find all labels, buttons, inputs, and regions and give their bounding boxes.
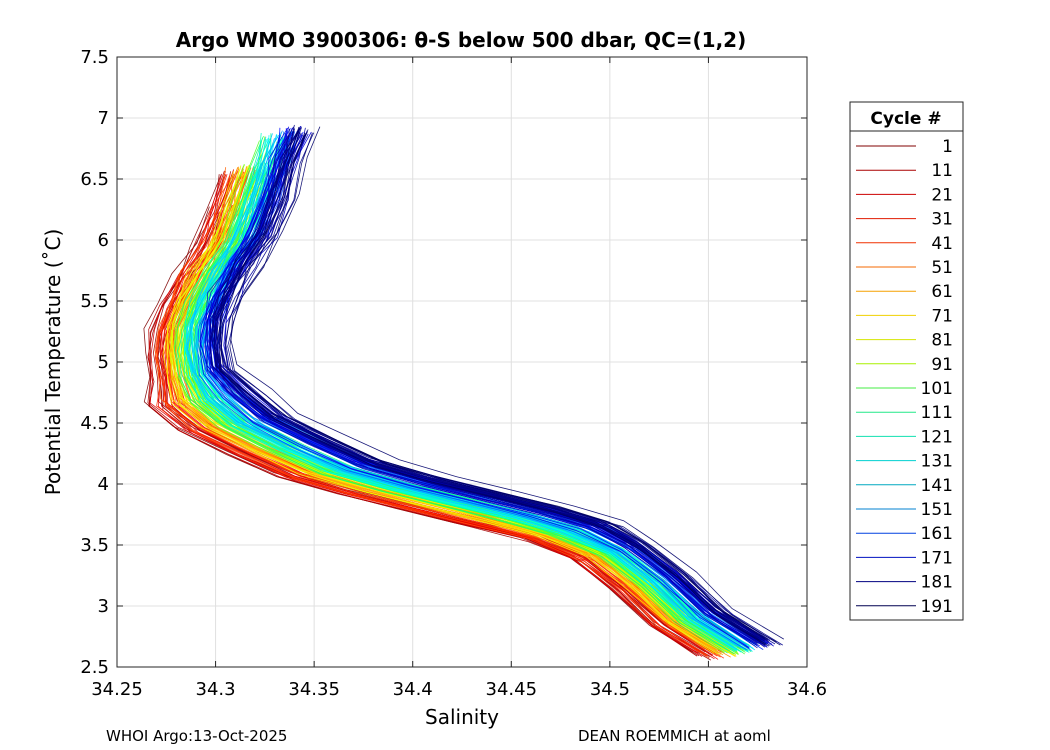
legend-entry-label: 1 — [942, 137, 953, 157]
x-tick-label: 34.3 — [196, 679, 236, 700]
profile-line — [230, 126, 785, 640]
profile-line — [149, 171, 699, 654]
x-tick-label: 34.5 — [590, 679, 630, 700]
legend-entry-label: 61 — [931, 282, 953, 302]
chart-title: Argo WMO 3900306: θ-S below 500 dbar, QC… — [176, 28, 746, 52]
y-axis-label: Potential Temperature (˚C) — [41, 229, 65, 496]
profile-line — [184, 165, 738, 648]
profile-line — [218, 132, 766, 646]
profile-line — [208, 128, 758, 642]
y-tick-label: 4 — [98, 474, 109, 495]
profile-line — [176, 140, 725, 654]
profile-line — [189, 139, 742, 653]
legend-entry-label: 181 — [921, 573, 953, 593]
profile-line — [177, 137, 729, 651]
profile-line — [206, 130, 757, 644]
legend-entry-label: 101 — [921, 379, 953, 399]
profile-line — [156, 173, 708, 657]
y-axis-ticks: 2.5 3 3.5 4 4.5 5 5.5 6 6.5 7 7.5 — [80, 47, 807, 678]
x-tick-label: 34.35 — [288, 679, 340, 700]
legend-entry-label: 31 — [931, 210, 953, 230]
plot-area: 34.25 34.3 34.35 34.4 34.45 34.5 34.55 34.6 2.5… — [80, 47, 827, 700]
legend-entry-label: 141 — [921, 476, 953, 496]
y-tick-label: 5.5 — [80, 291, 109, 312]
legend-entry-label: 171 — [921, 548, 953, 568]
legend-entry-label: 111 — [921, 403, 953, 423]
profile-line — [162, 171, 715, 654]
profile-line — [154, 174, 703, 657]
x-tick-label: 34.6 — [787, 679, 827, 700]
legend-entry-label: 11 — [931, 161, 953, 181]
legend-entry-label: 21 — [931, 185, 953, 205]
y-tick-label: 3.5 — [80, 535, 109, 556]
profile-curves — [143, 124, 785, 661]
profile-line — [156, 175, 710, 659]
x-axis-ticks: 34.25 34.3 34.35 34.4 34.45 34.5 34.55 34.6 — [91, 57, 827, 700]
y-tick-label: 6.5 — [80, 169, 109, 190]
y-tick-label: 6 — [98, 230, 109, 251]
y-tick-label: 3 — [98, 596, 109, 617]
profile-line — [196, 134, 749, 648]
profile-line — [218, 129, 770, 643]
profile-line — [180, 171, 728, 654]
profile-line — [219, 133, 770, 647]
y-tick-label: 5 — [98, 352, 109, 373]
profile-line — [227, 132, 784, 646]
x-tick-label: 34.25 — [91, 679, 143, 700]
legend-entry-label: 121 — [921, 427, 953, 447]
y-tick-label: 7.5 — [80, 47, 109, 68]
legend-entry-label: 191 — [921, 597, 953, 617]
profile-line — [184, 138, 738, 652]
profile-line — [211, 130, 759, 644]
profile-line — [219, 126, 769, 640]
legend-entries: 1112131415161718191101111121131141151161… — [856, 137, 953, 617]
profile-line — [214, 127, 768, 641]
x-tick-label: 34.45 — [486, 679, 538, 700]
profile-line — [185, 168, 737, 651]
legend-entry-label: 81 — [931, 331, 953, 351]
legend-entry-label: 151 — [921, 500, 953, 520]
legend-entry-label: 91 — [931, 355, 953, 375]
legend-entry-label: 131 — [921, 452, 953, 472]
footer-left: WHOI Argo:13-Oct-2025 — [106, 727, 287, 745]
x-axis-label: Salinity — [425, 705, 499, 729]
y-tick-label: 2.5 — [80, 657, 109, 678]
legend: Cycle # 11121314151617181911011111211311… — [849, 101, 964, 621]
profile-line — [186, 136, 737, 650]
legend-entry-label: 41 — [931, 234, 953, 254]
x-tick-label: 34.4 — [393, 679, 433, 700]
footer-right: DEAN ROEMMICH at aoml — [578, 727, 771, 745]
profile-line — [147, 174, 698, 657]
y-tick-label: 4.5 — [80, 413, 109, 434]
y-tick-label: 7 — [98, 108, 109, 129]
profile-line — [166, 167, 719, 650]
legend-entry-label: 71 — [931, 306, 953, 326]
legend-title: Cycle # — [870, 109, 941, 129]
profile-line — [208, 133, 760, 647]
profile-line — [199, 136, 750, 649]
profile-line — [155, 173, 708, 656]
legend-entry-label: 51 — [931, 258, 953, 278]
legend-entry-label: 161 — [921, 524, 953, 544]
x-tick-label: 34.55 — [683, 679, 735, 700]
